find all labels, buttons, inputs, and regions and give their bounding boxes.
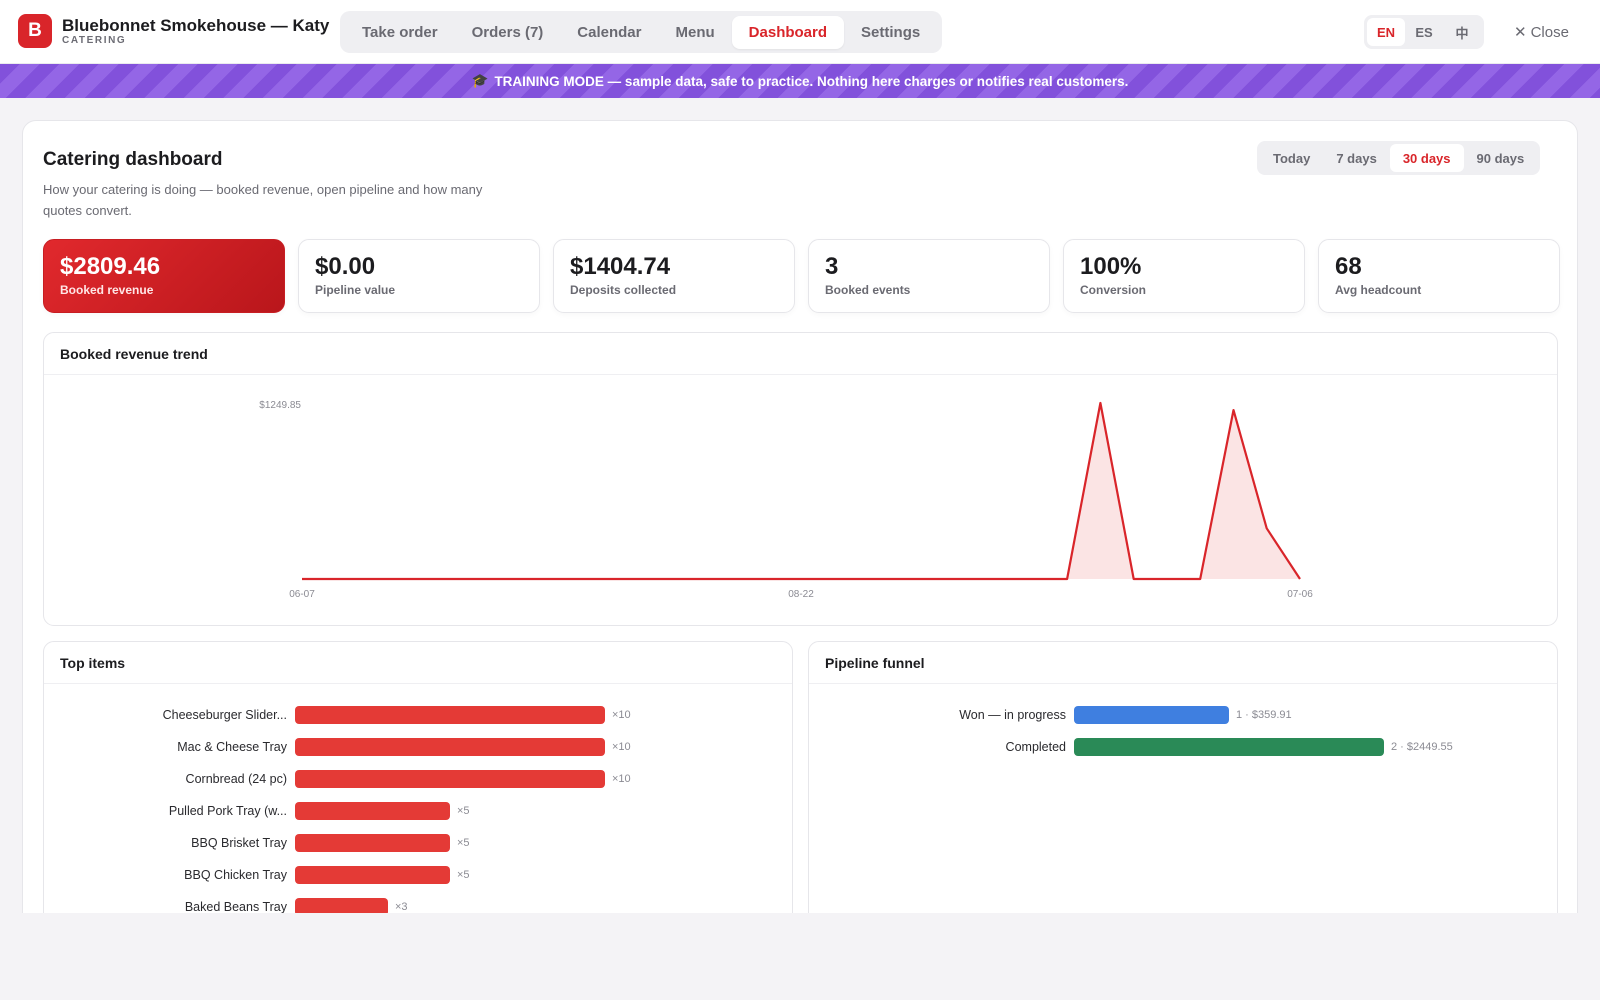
top-item-row: BBQ Chicken Tray ×5 (44, 864, 470, 886)
range-30-days-button[interactable]: 30 days (1389, 144, 1464, 172)
stat-card-conversion: 100% Conversion (1063, 239, 1305, 313)
bar-label: BBQ Brisket Tray (191, 836, 287, 850)
stat-card-avg-headcount: 68 Avg headcount (1318, 239, 1560, 313)
bar (295, 834, 450, 852)
revenue-trend-title: Booked revenue trend (44, 333, 1557, 375)
range-90-days-button[interactable]: 90 days (1476, 150, 1525, 166)
top-item-row: Cornbread (24 pc) ×10 (44, 768, 631, 790)
language-en-button[interactable]: EN (1367, 18, 1405, 46)
top-item-row: Baked Beans Tray ×3 (44, 896, 408, 918)
stat-value: $1404.74 (570, 253, 671, 280)
top-items-title: Top items (44, 642, 792, 684)
bar-label: Cornbread (24 pc) (185, 772, 287, 786)
dashboard-panel: Catering dashboard How your catering is … (22, 120, 1578, 1000)
stat-card-booked-revenue: $2809.46 Booked revenue (43, 239, 285, 313)
main-nav: Take order Orders (7) Calendar Menu Dash… (340, 11, 943, 53)
tab-take-order[interactable]: Take order (362, 23, 438, 41)
y-axis-max-label: $1249.85 (259, 400, 301, 411)
bar-value-label: ×3 (395, 901, 408, 913)
stat-label: Conversion (1080, 283, 1147, 297)
close-button[interactable]: ✕ Close (1514, 23, 1569, 42)
pipeline-funnel-title: Pipeline funnel (809, 642, 1557, 684)
stat-value: 68 (1335, 253, 1362, 280)
top-bar: B Bluebonnet Smokehouse — Katy CATERING … (0, 0, 1600, 64)
bar-value-label: ×10 (612, 741, 631, 753)
stat-value: 100% (1080, 253, 1142, 280)
stat-value: $2809.46 (60, 253, 161, 280)
bar-value-label: 2 · $2449.55 (1391, 741, 1453, 753)
date-range-selector: Today 7 days 30 days 90 days (1257, 141, 1541, 175)
bar (295, 706, 605, 724)
bar (1074, 706, 1229, 724)
page-title: Catering dashboard (43, 149, 223, 170)
close-label: Close (1530, 23, 1569, 41)
range-today-button[interactable]: Today (1273, 150, 1311, 166)
brand-name: Bluebonnet Smokehouse — Katy (62, 16, 330, 35)
bar-value-label: ×10 (612, 709, 631, 721)
tab-calendar[interactable]: Calendar (577, 23, 642, 41)
stat-card-deposits-collected: $1404.74 Deposits collected (553, 239, 795, 313)
bar-label: Cheeseburger Slider... (162, 708, 287, 722)
bar-label: Pulled Pork Tray (w... (168, 804, 287, 818)
stat-label: Pipeline value (315, 283, 396, 297)
bar (1074, 738, 1384, 756)
tab-dashboard[interactable]: Dashboard (731, 15, 845, 49)
bar (295, 802, 450, 820)
trend-area (302, 403, 1300, 579)
bar (295, 738, 605, 756)
language-es-button[interactable]: ES (1415, 24, 1433, 40)
bar (295, 770, 605, 788)
stat-label: Booked events (825, 283, 911, 297)
stat-card-booked-events: 3 Booked events (808, 239, 1050, 313)
top-item-row: Mac & Cheese Tray ×10 (44, 736, 631, 758)
page-background (0, 913, 1600, 1000)
stat-label: Booked revenue (60, 283, 154, 297)
top-item-row: Pulled Pork Tray (w... ×5 (44, 800, 470, 822)
x-axis-tick-label: 07-06 (1287, 589, 1313, 600)
brand-logo: B (18, 14, 52, 48)
top-item-row: BBQ Brisket Tray ×5 (44, 832, 470, 854)
brand-subtitle: CATERING (62, 35, 127, 46)
bar-value-label: ×5 (457, 805, 470, 817)
language-switcher: EN ES 中 (1364, 15, 1484, 49)
tab-settings[interactable]: Settings (861, 23, 921, 41)
stat-label: Deposits collected (570, 283, 677, 297)
revenue-trend-card: Booked revenue trend $1249.85 06-07 08-22 0… (43, 332, 1558, 626)
stat-value: 3 (825, 253, 839, 280)
range-7-days-button[interactable]: 7 days (1336, 150, 1377, 166)
top-item-row: Cheeseburger Slider... ×10 (44, 704, 631, 726)
bar-value-label: ×5 (457, 837, 470, 849)
close-icon: ✕ (1514, 24, 1527, 41)
bar-value-label: ×5 (457, 869, 470, 881)
revenue-trend-chart: $1249.85 06-07 08-22 07-06 (259, 400, 1313, 600)
bar-label: BBQ Chicken Tray (184, 868, 287, 882)
tab-menu[interactable]: Menu (675, 23, 715, 41)
bar-value-label: 1 · $359.91 (1236, 709, 1292, 721)
x-axis-tick-label: 08-22 (788, 589, 814, 600)
graduation-cap-icon: 🎓 (471, 73, 489, 88)
x-axis-tick-label: 06-07 (289, 589, 315, 600)
stat-cards: $2809.46 Booked revenue $0.00 Pipeline v… (43, 239, 1560, 313)
page-description: How your catering is doing — booked reve… (43, 182, 483, 218)
trend-line (302, 401, 1301, 581)
bar-value-label: ×10 (612, 773, 631, 785)
bar (295, 866, 450, 884)
funnel-stage-row: Won — in progress 1 · $359.91 (809, 704, 1292, 726)
banner-text: TRAINING MODE — sample data, safe to pra… (494, 73, 1129, 89)
bar-label: Completed (1005, 740, 1066, 754)
training-mode-banner: 🎓 TRAINING MODE — sample data, safe to p… (0, 64, 1600, 98)
tab-orders[interactable]: Orders (7) (471, 23, 544, 41)
bar (295, 898, 388, 916)
language-zh-button[interactable]: 中 (1455, 25, 1469, 41)
bar-label: Mac & Cheese Tray (177, 740, 287, 754)
bar-label: Baked Beans Tray (184, 900, 287, 914)
bar-label: Won — in progress (959, 708, 1066, 722)
stat-value: $0.00 (315, 253, 376, 280)
funnel-stage-row: Completed 2 · $2449.55 (809, 736, 1453, 758)
stat-card-pipeline-value: $0.00 Pipeline value (298, 239, 540, 313)
stat-label: Avg headcount (1335, 283, 1422, 297)
